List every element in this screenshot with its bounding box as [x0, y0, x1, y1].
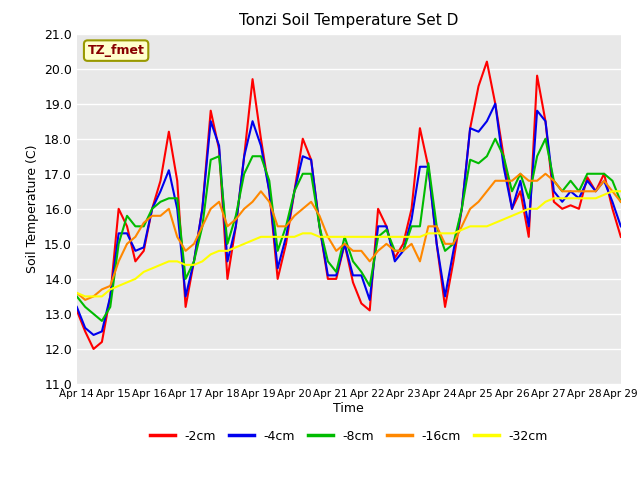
-2cm — [516, 188, 524, 194]
Line: -16cm: -16cm — [77, 174, 621, 300]
Text: TZ_fmet: TZ_fmet — [88, 44, 145, 57]
-32cm — [215, 248, 223, 254]
-4cm — [123, 230, 131, 236]
-4cm — [516, 178, 524, 184]
-4cm — [215, 143, 223, 149]
-4cm — [249, 118, 257, 124]
-4cm — [90, 332, 97, 338]
-2cm — [324, 276, 332, 282]
-2cm — [316, 223, 323, 229]
-2cm — [73, 308, 81, 313]
Line: -4cm: -4cm — [77, 104, 621, 335]
-8cm — [98, 318, 106, 324]
-16cm — [249, 199, 257, 204]
-16cm — [324, 234, 332, 240]
-8cm — [316, 223, 323, 229]
-8cm — [215, 154, 223, 159]
-16cm — [81, 297, 89, 303]
-4cm — [316, 223, 323, 229]
-8cm — [492, 136, 499, 142]
-16cm — [516, 171, 524, 177]
-16cm — [215, 199, 223, 204]
-4cm — [492, 101, 499, 107]
-32cm — [316, 234, 323, 240]
-2cm — [617, 234, 625, 240]
-8cm — [516, 171, 524, 177]
Title: Tonzi Soil Temperature Set D: Tonzi Soil Temperature Set D — [239, 13, 458, 28]
Line: -32cm: -32cm — [77, 191, 621, 296]
Y-axis label: Soil Temperature (C): Soil Temperature (C) — [26, 144, 38, 273]
-16cm — [617, 199, 625, 204]
-32cm — [324, 234, 332, 240]
-8cm — [123, 213, 131, 219]
-32cm — [81, 293, 89, 300]
Line: -2cm: -2cm — [77, 61, 621, 349]
-2cm — [483, 59, 491, 64]
-4cm — [324, 273, 332, 278]
-32cm — [508, 213, 516, 219]
Legend: -2cm, -4cm, -8cm, -16cm, -32cm: -2cm, -4cm, -8cm, -16cm, -32cm — [145, 425, 553, 448]
-2cm — [123, 223, 131, 229]
-16cm — [73, 290, 81, 296]
-8cm — [73, 293, 81, 300]
Line: -8cm: -8cm — [77, 139, 621, 321]
-32cm — [73, 290, 81, 296]
-16cm — [316, 213, 323, 219]
-8cm — [324, 258, 332, 264]
-8cm — [617, 199, 625, 204]
-4cm — [617, 223, 625, 229]
X-axis label: Time: Time — [333, 402, 364, 415]
-2cm — [90, 346, 97, 352]
-8cm — [249, 154, 257, 159]
-4cm — [73, 304, 81, 310]
-32cm — [249, 238, 257, 243]
-2cm — [249, 76, 257, 82]
-32cm — [609, 188, 616, 194]
-16cm — [123, 241, 131, 247]
-32cm — [123, 279, 131, 285]
-2cm — [215, 146, 223, 152]
-16cm — [508, 178, 516, 184]
-32cm — [617, 188, 625, 194]
